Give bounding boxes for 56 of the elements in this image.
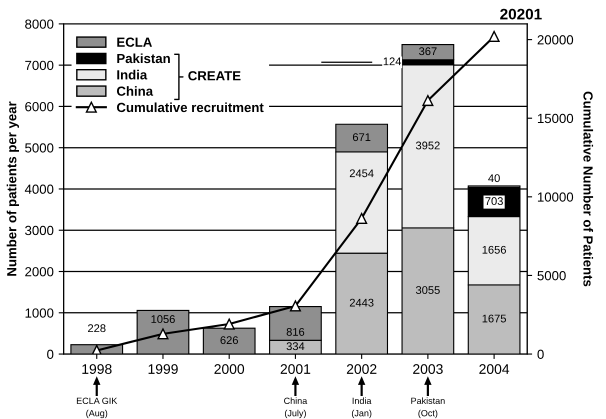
y-tick-label: 3000 bbox=[25, 226, 54, 236]
x-tick-label: 1998 bbox=[82, 364, 112, 374]
y2-tick-label: 20000 bbox=[538, 35, 574, 45]
y2-tick-label: 0 bbox=[537, 350, 544, 359]
legend-label: India bbox=[117, 70, 148, 80]
data-label: 124 bbox=[384, 57, 402, 66]
data-label: 1056 bbox=[151, 315, 175, 324]
y-tick-label: 4000 bbox=[24, 184, 54, 194]
annotation: CREATE bbox=[188, 71, 241, 80]
data-label: 40 bbox=[488, 174, 500, 182]
data-label: 1656 bbox=[482, 246, 506, 254]
text: India (Jan) bbox=[352, 397, 372, 418]
x-tick-label: 2004 bbox=[479, 364, 510, 374]
data-label: 3055 bbox=[416, 286, 440, 294]
x-tick-label: 1999 bbox=[148, 364, 178, 374]
y-tick-label: 6000 bbox=[25, 102, 54, 112]
point bbox=[224, 318, 235, 330]
text: ECLA GIK (Aug) bbox=[76, 398, 118, 418]
data-label: 626 bbox=[220, 336, 238, 344]
data-label: 671 bbox=[352, 133, 370, 142]
legend-label: China bbox=[116, 86, 154, 96]
text: China (July) bbox=[284, 397, 308, 418]
data-label: 367 bbox=[419, 47, 437, 56]
point bbox=[157, 328, 169, 340]
y-axis-title: Number of patients per year bbox=[6, 102, 20, 276]
data-label: 20201 bbox=[500, 8, 542, 20]
y-tick-label: 8000 bbox=[25, 19, 54, 29]
point bbox=[488, 30, 500, 42]
data-label: 2443 bbox=[350, 298, 374, 307]
text: Pakistan (Oct) bbox=[411, 397, 445, 418]
y-tick-label: 0 bbox=[47, 350, 54, 359]
point bbox=[422, 94, 434, 106]
point bbox=[356, 212, 368, 224]
point bbox=[290, 300, 301, 312]
y-tick-label: 7000 bbox=[25, 60, 54, 70]
legend-label: ECLA bbox=[117, 37, 152, 47]
legend-label: Pakistan bbox=[117, 53, 170, 64]
x-tick-label: 2002 bbox=[346, 364, 376, 374]
data-label: 3952 bbox=[416, 142, 440, 150]
data-label: 703 bbox=[485, 197, 503, 206]
x-tick-label: 2003 bbox=[413, 364, 443, 374]
data-label: 228 bbox=[88, 324, 106, 332]
y-tick-label: 1000 bbox=[26, 308, 54, 318]
y-tick-label: 2000 bbox=[25, 267, 54, 276]
data-label: 2454 bbox=[350, 169, 374, 178]
data-label: 1675 bbox=[482, 314, 506, 322]
y-tick-label: 5000 bbox=[25, 143, 54, 153]
data-label: 334 bbox=[286, 342, 304, 350]
legend-label: Cumulative recruitment bbox=[116, 102, 264, 112]
x-tick-label: 2000 bbox=[214, 364, 244, 374]
y2-tick-label: 10000 bbox=[538, 192, 574, 202]
x-tick-label: 2001 bbox=[280, 364, 310, 374]
y2-axis-title: Cumulative Number of Patients bbox=[583, 92, 594, 286]
y2-tick-label: 5000 bbox=[537, 271, 566, 280]
y2-tick-label: 15000 bbox=[538, 114, 574, 124]
data-label: 816 bbox=[286, 328, 304, 336]
